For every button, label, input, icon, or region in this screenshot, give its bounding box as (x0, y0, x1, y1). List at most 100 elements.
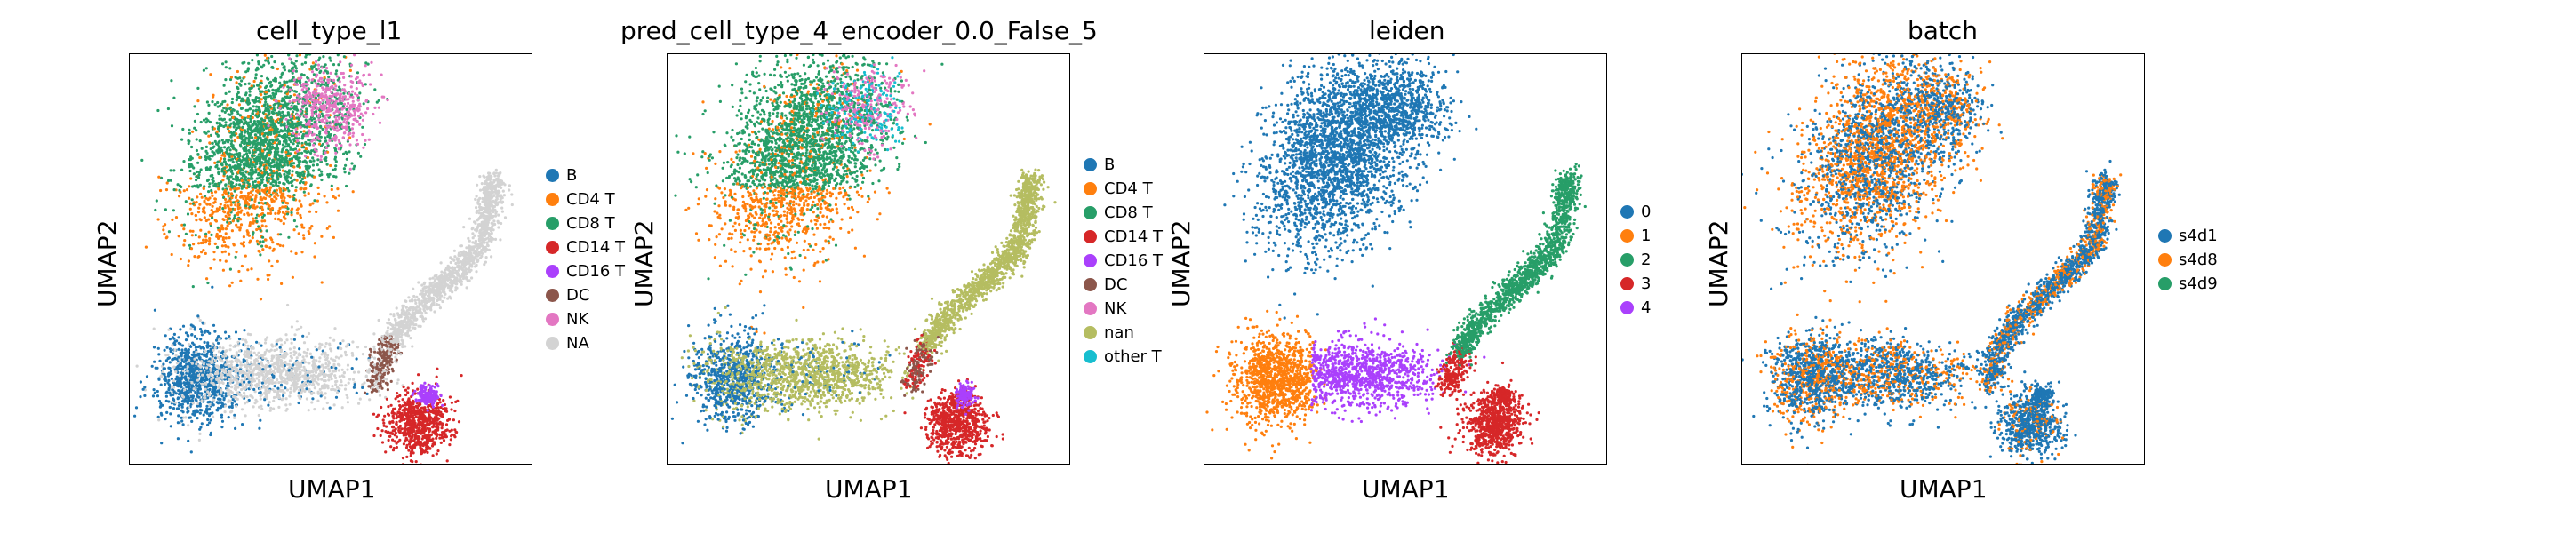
panel-pred-cell-type: pred_cell_type_4_encoder_0.0_False_5 UMA… (0, 0, 1163, 533)
legend-label: B (566, 163, 577, 187)
point-cluster (811, 56, 926, 169)
point-cluster (674, 54, 944, 335)
legend-item: CD4 T (546, 187, 625, 211)
x-axis-label: UMAP1 (1900, 474, 1988, 504)
point-cluster (2022, 383, 2055, 410)
plot-area (667, 53, 1070, 465)
legend-marker (546, 289, 559, 302)
legend-marker (2158, 277, 2172, 290)
legend-label: 2 (1641, 248, 1651, 272)
legend-item: 0 (1620, 200, 1651, 224)
point-cluster (1205, 317, 1486, 428)
legend-label: DC (1104, 273, 1127, 297)
legend-label: 0 (1641, 200, 1651, 224)
legend-label: CD4 T (566, 187, 615, 211)
legend-marker (1084, 230, 1097, 243)
legend: B CD4 T CD8 T CD14 T CD16 T DC NK nan other T (1084, 153, 1163, 369)
point-cluster (141, 303, 404, 430)
legend-marker (1084, 206, 1097, 219)
legend-item: 3 (1620, 272, 1651, 296)
legend-item: CD14 T (1084, 225, 1163, 249)
legend-item: NK (1084, 297, 1163, 321)
point-cluster (1484, 383, 1522, 411)
legend-marker (546, 193, 559, 206)
legend-label: CD14 T (566, 235, 625, 259)
point-cluster (1434, 163, 1587, 398)
legend-item: s4d8 (2158, 248, 2218, 272)
scatter-points (133, 54, 514, 464)
point-cluster (1763, 327, 2011, 436)
legend-item: CD8 T (1084, 201, 1163, 225)
panel-cell-type-l1: cell_type_l1 UMAP1 UMAP2 B CD4 T CD8 T CD14… (0, 0, 625, 533)
legend-item: CD14 T (546, 235, 625, 259)
legend-label: CD4 T (1104, 177, 1153, 201)
point-cluster (1984, 370, 2077, 464)
point-cluster (372, 367, 463, 464)
x-axis-label: UMAP1 (288, 474, 376, 504)
legend-marker (1620, 205, 1634, 219)
legend-label: s4d1 (2179, 224, 2218, 248)
legend-label: NK (566, 307, 588, 331)
plot-area (1204, 53, 1607, 465)
legend-marker (1084, 158, 1097, 171)
legend-item: 1 (1620, 224, 1651, 248)
point-cluster (900, 168, 1057, 397)
x-axis-label: UMAP1 (1362, 474, 1450, 504)
legend-item: NA (546, 331, 625, 355)
legend-marker (1084, 278, 1097, 291)
scatter-points (1205, 54, 1587, 464)
point-cluster (680, 327, 948, 441)
legend-item: B (1084, 153, 1163, 177)
legend-label: other T (1104, 345, 1162, 369)
plot-area (129, 53, 532, 465)
legend-label: NK (1104, 297, 1126, 321)
chart-title: leiden (1369, 16, 1991, 45)
legend-item: nan (1084, 321, 1163, 345)
legend-item: CD16 T (1084, 249, 1163, 273)
x-axis-label: UMAP1 (825, 474, 913, 504)
scatter-points (1742, 54, 2123, 464)
legend-marker (1620, 229, 1634, 243)
legend-marker (1084, 350, 1097, 363)
legend-label: nan (1104, 321, 1134, 345)
legend-item: CD8 T (546, 211, 625, 235)
legend-label: 1 (1641, 224, 1651, 248)
chart-title: pred_cell_type_4_encoder_0.0_False_5 (620, 16, 1243, 45)
panel-batch: batch UMAP1 UMAP2 s4d1 s4d8 s4d9 (0, 0, 2218, 533)
y-axis-label: UMAP2 (1166, 219, 1196, 307)
legend-label: CD16 T (566, 259, 625, 283)
legend-item: CD16 T (546, 259, 625, 283)
legend-marker (1084, 326, 1097, 339)
legend: s4d1 s4d8 s4d9 (2158, 224, 2218, 296)
legend-label: CD14 T (1104, 225, 1163, 249)
legend-label: DC (566, 283, 589, 307)
legend-marker (1620, 277, 1634, 290)
point-cluster (363, 168, 514, 397)
legend-item: DC (1084, 273, 1163, 297)
legend-label: NA (566, 331, 589, 355)
legend-marker (1084, 254, 1097, 267)
point-cluster (1742, 54, 2004, 342)
legend-marker (2158, 253, 2172, 266)
legend-label: CD16 T (1104, 249, 1163, 273)
legend-marker (546, 313, 559, 326)
legend-marker (1620, 253, 1634, 266)
legend-label: 4 (1641, 296, 1651, 320)
legend-marker (546, 337, 559, 350)
point-cluster (140, 54, 389, 301)
legend-label: CD8 T (566, 211, 615, 235)
chart-title: cell_type_l1 (256, 16, 878, 45)
point-cluster (903, 378, 1004, 464)
point-cluster (955, 379, 980, 416)
legend-marker (1084, 302, 1097, 315)
y-axis-label: UMAP2 (1704, 219, 1733, 307)
y-axis-label: UMAP2 (629, 219, 659, 307)
legend-label: s4d9 (2179, 272, 2218, 296)
plot-area (1741, 53, 2145, 465)
chart-title: batch (1908, 16, 2530, 45)
legend-marker (1620, 301, 1634, 314)
legend-item: other T (1084, 345, 1163, 369)
legend-marker (546, 217, 559, 230)
